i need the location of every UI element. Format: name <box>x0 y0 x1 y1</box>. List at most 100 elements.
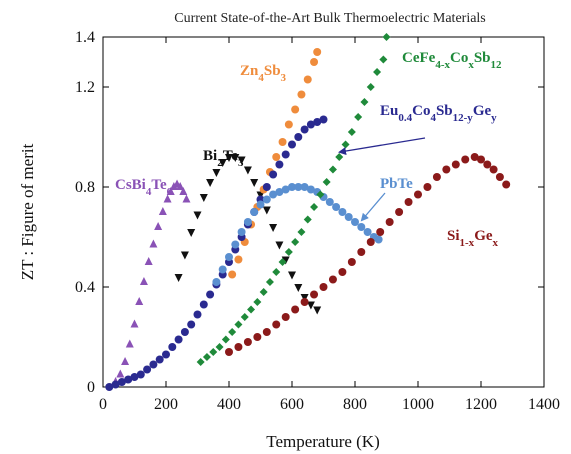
data-point <box>357 248 366 256</box>
data-point <box>111 380 120 389</box>
data-point <box>136 370 145 379</box>
data-point <box>297 90 306 99</box>
series-label-part: 3 <box>281 72 287 84</box>
data-point <box>182 194 191 203</box>
data-point <box>332 203 341 211</box>
series-label: CeFe4-xCoxSb12 <box>402 50 502 71</box>
data-point <box>310 203 319 211</box>
data-point <box>363 228 372 236</box>
series-label-part: Si <box>447 228 460 244</box>
series-Bi2Te3 <box>174 154 322 315</box>
data-point <box>373 68 382 76</box>
data-point <box>297 228 306 236</box>
series-label-part: Sb <box>264 63 281 79</box>
series-label-part: Ge <box>473 103 492 119</box>
data-point <box>451 160 460 169</box>
data-point <box>243 338 252 346</box>
data-point <box>237 156 246 165</box>
data-point <box>294 183 303 191</box>
data-point <box>284 120 293 129</box>
data-point <box>272 320 281 329</box>
data-point <box>275 188 284 196</box>
data-point <box>231 240 240 249</box>
data-point <box>187 320 196 329</box>
data-point <box>300 125 309 134</box>
y-tick-label: 1.4 <box>75 29 95 46</box>
series-label-part: Ge <box>474 228 493 244</box>
data-point <box>199 300 208 309</box>
data-point <box>209 348 218 356</box>
data-point <box>199 194 208 202</box>
data-point <box>344 213 353 221</box>
data-point <box>234 343 243 351</box>
x-tick-label: 0 <box>99 396 107 413</box>
data-point <box>162 350 170 359</box>
y-tick-label: 0.4 <box>75 279 95 296</box>
data-point <box>196 358 205 366</box>
data-point <box>243 166 252 175</box>
data-point <box>155 355 164 364</box>
data-point <box>231 154 240 162</box>
data-point <box>247 305 256 314</box>
series-CsBi4Te6 <box>111 179 191 385</box>
x-tick-label: 200 <box>154 396 178 413</box>
data-point <box>212 278 221 286</box>
series-label-part: Co <box>450 50 468 66</box>
data-point <box>262 328 271 336</box>
data-point <box>218 159 227 167</box>
data-point <box>243 218 252 226</box>
series-labels: CsBi4Te6Bi2Te3Zn4Sb3Eu0.4Co4Sb12-yGeyPbT… <box>115 50 502 249</box>
data-point <box>461 155 470 164</box>
data-point <box>470 153 479 161</box>
data-point <box>338 268 347 276</box>
data-point <box>319 115 328 124</box>
series-PbTe <box>212 183 383 286</box>
series-Si1-xGex <box>225 153 511 356</box>
data-point <box>291 305 300 314</box>
data-point <box>215 343 224 351</box>
series-label-part: x <box>493 237 499 249</box>
data-point <box>303 75 312 84</box>
data-point <box>335 153 344 161</box>
data-point <box>234 255 243 264</box>
data-point <box>234 320 243 329</box>
data-point <box>347 258 356 266</box>
data-point <box>269 170 278 179</box>
x-tick-label: 1200 <box>465 396 497 413</box>
series-label-part: 2 <box>217 157 223 169</box>
data-point <box>366 83 375 91</box>
series-label-part: CsBi <box>115 177 146 193</box>
series-label-part: Sb <box>436 103 453 119</box>
data-point <box>130 319 139 328</box>
data-point <box>281 150 290 159</box>
data-point <box>275 241 284 250</box>
data-point <box>278 138 287 146</box>
data-point <box>284 248 293 256</box>
x-tick-label: 1000 <box>402 396 434 413</box>
series-label-part: y <box>491 112 497 124</box>
data-point <box>269 224 278 232</box>
data-point <box>316 190 325 199</box>
data-point <box>489 165 498 174</box>
data-point <box>281 313 290 321</box>
data-point <box>306 185 315 194</box>
data-point <box>414 190 422 199</box>
x-axis-label: Temperature (K) <box>266 432 380 451</box>
data-point <box>495 173 504 181</box>
data-point <box>256 200 265 209</box>
series-label-part: Zn <box>240 63 259 79</box>
data-point <box>313 306 322 315</box>
series-label-part: 0.4 <box>398 112 412 124</box>
series-label-part: CeFe <box>402 50 436 66</box>
series-label: Eu0.4Co4Sb12-yGey <box>380 103 497 124</box>
data-point <box>347 128 356 136</box>
data-point <box>306 301 315 310</box>
data-point <box>105 383 114 391</box>
data-point <box>168 343 177 351</box>
series-label-part: 1-x <box>460 237 475 249</box>
data-point <box>143 365 152 374</box>
plot-frame <box>102 36 545 388</box>
series-label: Bi2Te3 <box>203 148 244 169</box>
x-tick-label: 400 <box>217 396 241 413</box>
series-label-part: 4 <box>146 186 152 198</box>
